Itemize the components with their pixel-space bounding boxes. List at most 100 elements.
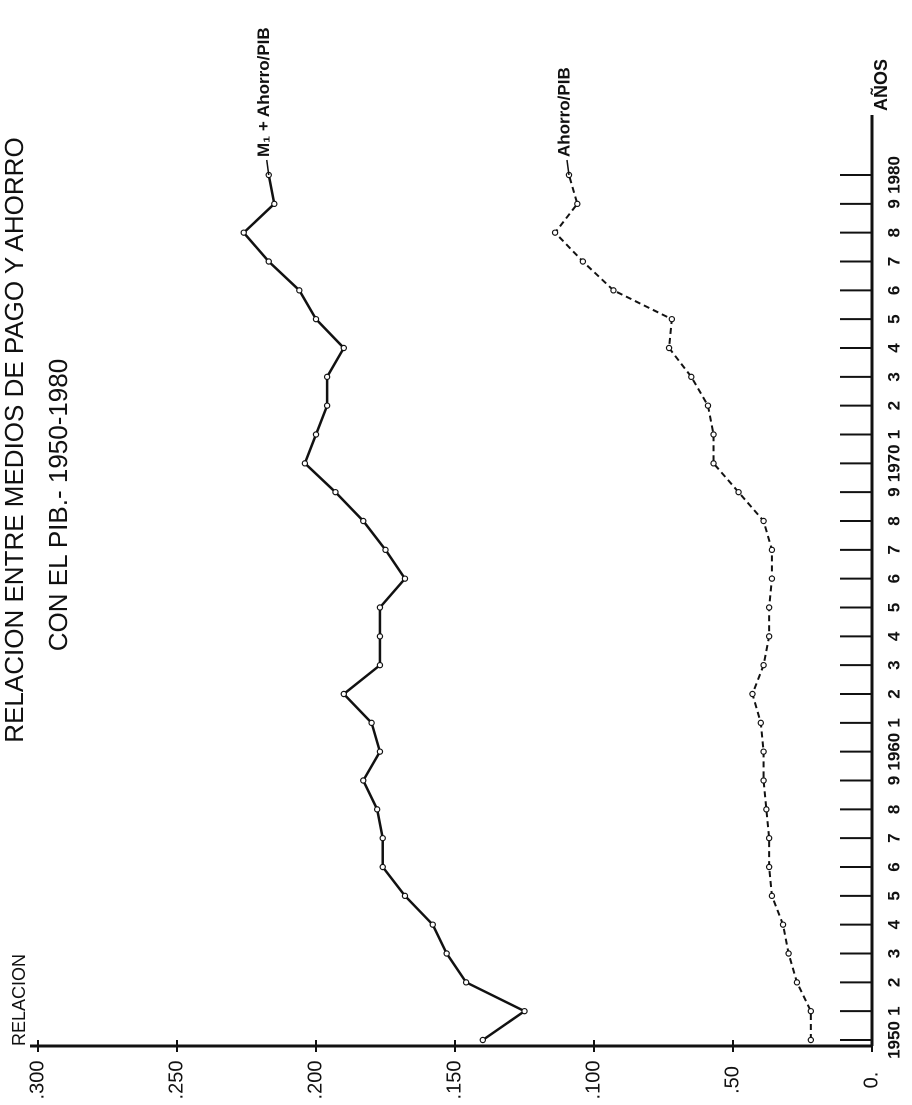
x-tick-label: 8	[884, 228, 903, 237]
x-tick-label: 5	[884, 314, 903, 323]
point	[312, 431, 320, 438]
x-tick-label: 1	[884, 1006, 903, 1015]
point	[401, 575, 409, 582]
point	[323, 373, 331, 381]
y-tick-label: .250	[165, 1061, 187, 1100]
point	[271, 200, 278, 208]
point	[368, 719, 375, 727]
x-tick-label: 1	[884, 718, 903, 727]
x-tick-label: 9	[884, 487, 903, 496]
x-tick-label: 1980	[884, 156, 903, 194]
point	[376, 748, 384, 755]
x-tick-label: 3	[884, 949, 903, 958]
x-tick-label: 4	[884, 919, 903, 929]
point	[749, 690, 756, 698]
y-tick-label: .50	[721, 1066, 743, 1094]
series-label: Ahorro/PIB	[554, 67, 573, 157]
x-tick-label: 2	[884, 689, 903, 698]
chart-title: RELACION ENTRE MEDIOS DE PAGO Y AHORRO	[0, 137, 29, 742]
x-tick-label: 1960	[884, 733, 903, 771]
point	[807, 1007, 815, 1015]
point	[779, 921, 787, 928]
series-line	[553, 174, 812, 1040]
point	[579, 258, 587, 265]
point	[479, 1036, 486, 1044]
point	[301, 460, 309, 467]
point	[401, 892, 409, 900]
point	[443, 950, 450, 957]
point	[768, 575, 776, 582]
point	[312, 315, 320, 323]
x-tick-label: 3	[884, 372, 903, 381]
y-tick-label: .200	[304, 1061, 326, 1100]
point	[793, 979, 801, 986]
point	[265, 258, 272, 265]
point	[765, 633, 773, 640]
x-tick-label: 6	[884, 574, 903, 583]
point	[688, 373, 695, 381]
x-tick-label: 4	[884, 343, 903, 353]
point	[768, 546, 776, 554]
x-tick-label: 6	[884, 286, 903, 295]
point	[768, 892, 776, 900]
series-label: M₁ + Ahorro/PIB	[254, 27, 273, 157]
x-tick-label: 3	[884, 660, 903, 669]
point	[704, 402, 712, 409]
point	[668, 315, 676, 323]
x-tick-label: 2	[884, 401, 903, 410]
point	[760, 661, 767, 669]
x-tick-label: 2	[884, 978, 903, 987]
x-tick-label: 5	[884, 603, 903, 612]
point	[760, 777, 767, 784]
point	[665, 344, 673, 352]
point	[765, 863, 773, 871]
point	[574, 200, 581, 208]
point	[763, 806, 770, 813]
y-tick-label: .150	[443, 1061, 465, 1100]
x-tick-label: 1	[884, 430, 903, 439]
point	[376, 604, 384, 611]
x-tick-label: 8	[884, 805, 903, 814]
x-tick-label: 7	[884, 545, 903, 554]
label-leader	[566, 159, 570, 176]
x-axis-label: AÑOS	[870, 59, 891, 111]
point	[765, 834, 773, 842]
point	[760, 517, 767, 525]
x-tick-label: 1970	[884, 444, 903, 482]
point	[462, 979, 470, 986]
series-line	[241, 174, 527, 1042]
point	[360, 777, 367, 784]
point	[240, 229, 247, 236]
point	[807, 1036, 815, 1044]
point	[735, 488, 742, 496]
x-tick-label: 9	[884, 776, 903, 785]
y-axis-label: RELACION	[9, 954, 29, 1046]
point	[376, 633, 384, 640]
point	[373, 806, 381, 813]
point	[610, 287, 617, 294]
x-tick-label: 9	[884, 199, 903, 208]
point	[340, 690, 347, 698]
rotated-chart: RELACION ENTRE MEDIOS DE PAGO Y AHORRO C…	[0, 27, 903, 1099]
point	[765, 604, 773, 611]
point	[360, 517, 367, 525]
point	[785, 950, 792, 957]
chart-title: CON EL PIB.- 1950-1980	[43, 359, 73, 651]
x-tick-label: 7	[884, 833, 903, 842]
point	[379, 863, 386, 871]
point	[760, 748, 767, 755]
y-tick-label: .100	[582, 1061, 604, 1100]
point	[551, 229, 559, 236]
label-leader	[265, 159, 270, 176]
point	[332, 488, 339, 496]
x-tick-label: 5	[884, 891, 903, 900]
point	[382, 546, 389, 554]
point	[340, 344, 347, 352]
point	[429, 921, 436, 928]
point	[323, 402, 331, 409]
x-tick-label: 8	[884, 516, 903, 525]
point	[757, 719, 765, 727]
x-tick-label: 6	[884, 862, 903, 871]
point	[376, 661, 384, 669]
